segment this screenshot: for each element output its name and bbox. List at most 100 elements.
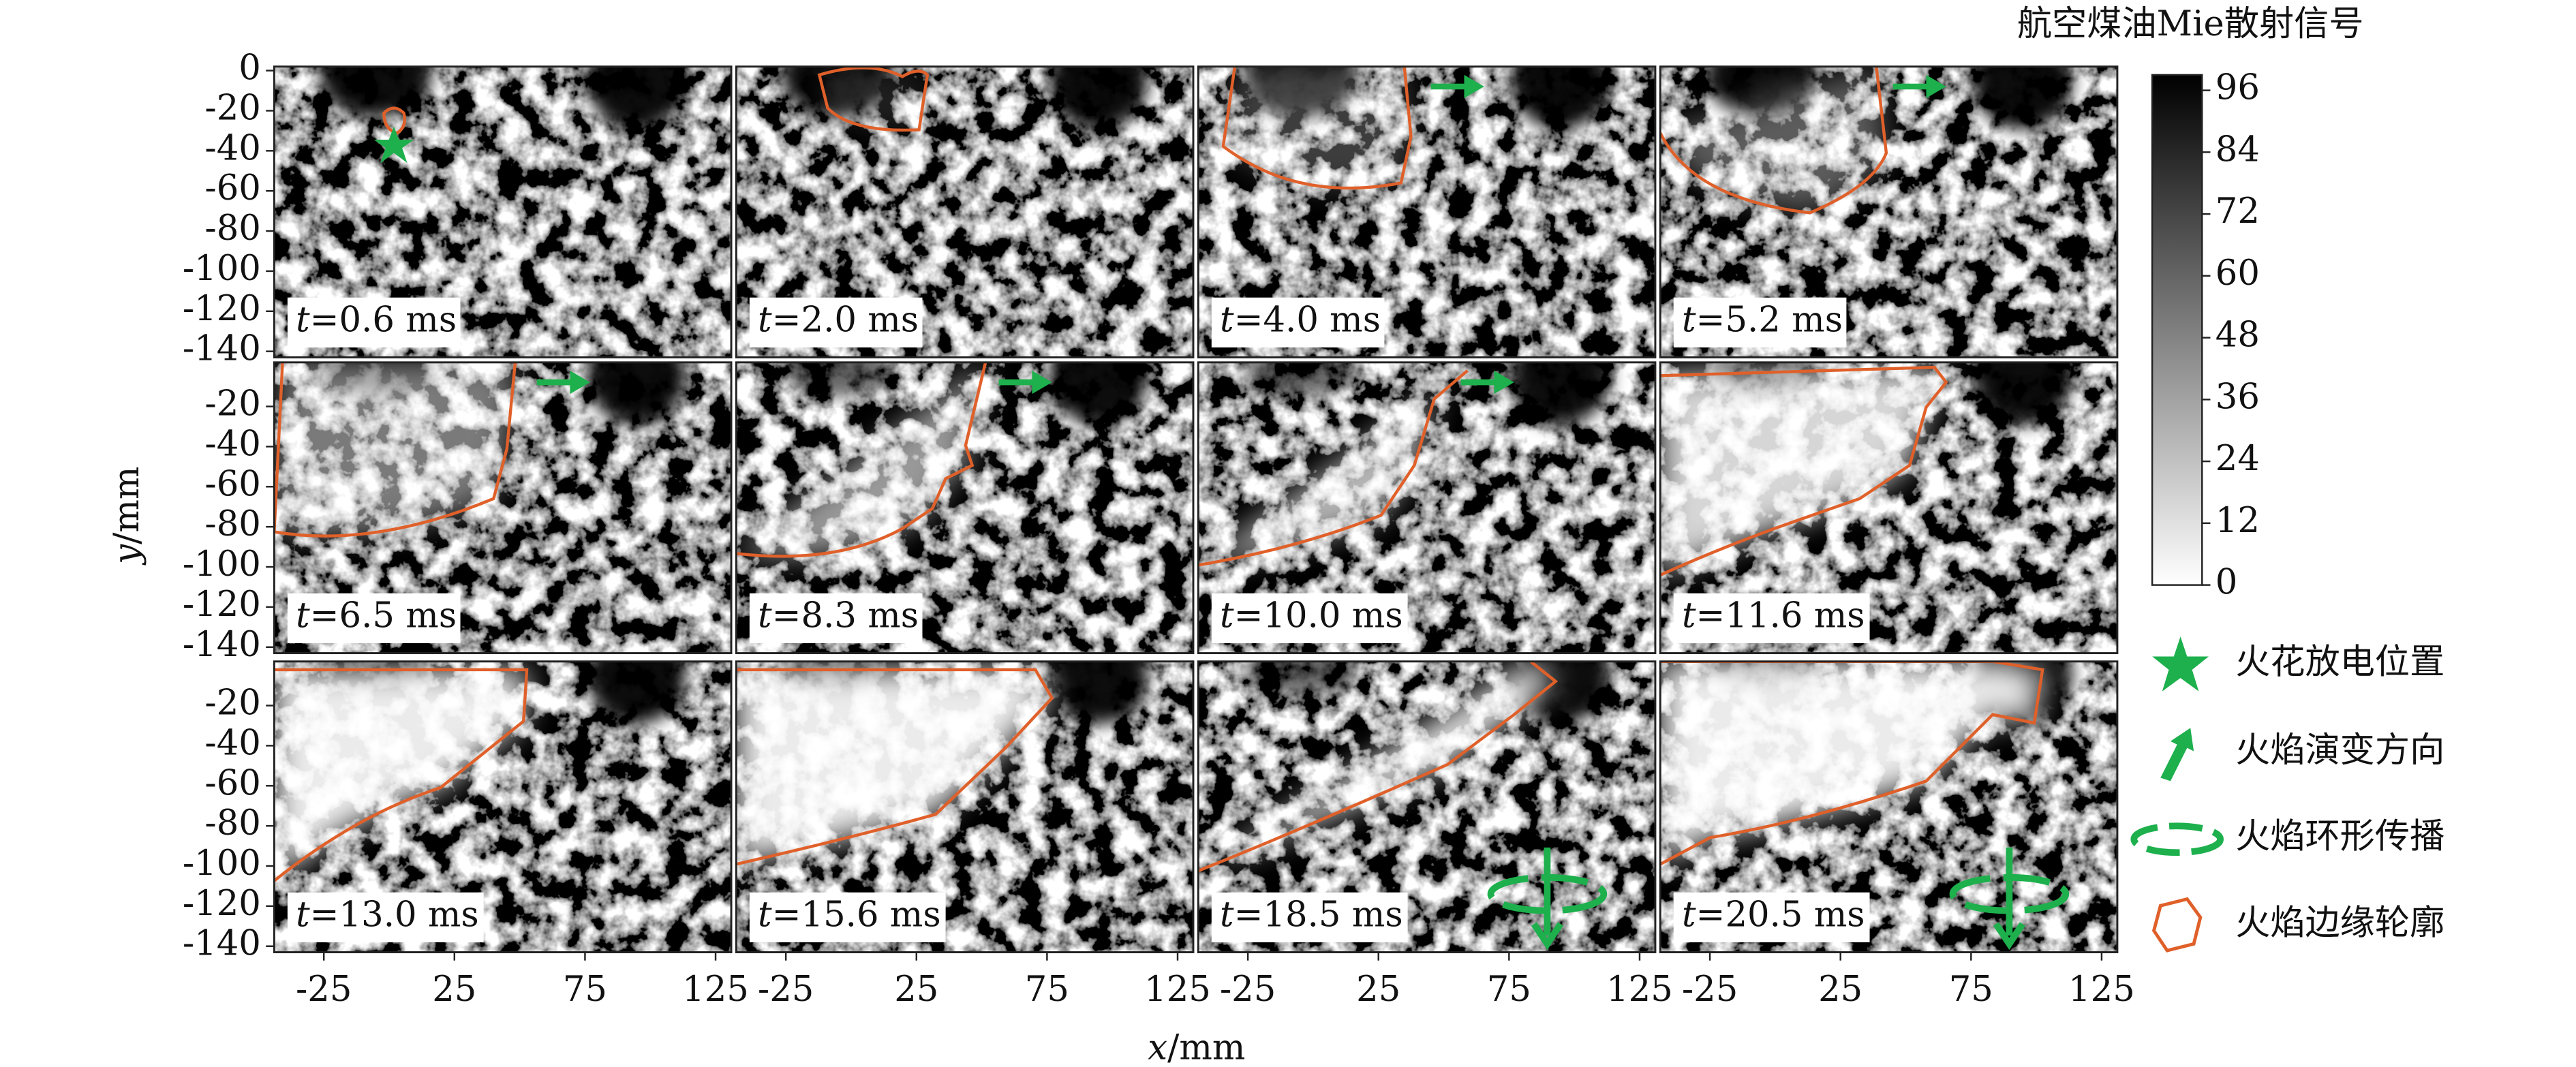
flame-contour (817, 66, 930, 132)
time-label: t=13.0 ms (296, 894, 479, 935)
panel-frame (1659, 361, 2119, 655)
x-tick-label: -25 (758, 969, 814, 1010)
burned-region (1198, 661, 1556, 871)
fuel-plume (586, 66, 687, 130)
y-axis-unit: /mm (106, 467, 147, 544)
flame-contour (1660, 661, 2044, 866)
x-tick-label: 125 (682, 969, 749, 1010)
y-tick-label: -100 (183, 843, 261, 884)
time-box (1211, 593, 1408, 643)
x-tick-label: 25 (432, 969, 476, 1010)
time-var: t (758, 894, 772, 935)
time-var: t (1220, 894, 1234, 935)
flame-contour (736, 362, 987, 558)
time-label: t=4.0 ms (1220, 299, 1381, 340)
legend-star (2152, 636, 2209, 692)
legend-contour (2151, 897, 2203, 953)
panel-frame (273, 65, 733, 358)
time-label: t=10.0 ms (1220, 595, 1403, 636)
direction-arrow-head (1926, 74, 1946, 99)
flame-contour (1198, 661, 1559, 873)
y-tick-label: -60 (204, 762, 260, 803)
x-tick-label: 125 (2068, 969, 2135, 1010)
time-label: t=6.5 ms (296, 595, 457, 636)
time-box (749, 297, 923, 347)
panel-frame (273, 361, 733, 655)
y-tick-label: -20 (204, 87, 260, 128)
fuel-plume (1048, 362, 1149, 426)
time-box (749, 892, 946, 942)
x-tick-label: 125 (1144, 969, 1211, 1010)
time-var: t (758, 299, 772, 340)
x-tick-label: -25 (296, 969, 352, 1010)
panel (1660, 66, 2117, 358)
flame-contour (1221, 66, 1413, 190)
time-value: =5.2 ms (1696, 299, 1843, 340)
time-label: t=15.6 ms (758, 894, 941, 935)
burned-region (1660, 66, 1886, 213)
time-value: =0.6 ms (310, 299, 457, 340)
colorbar-tick-label: 48 (2215, 315, 2260, 356)
panel-frame (1197, 65, 1657, 358)
burned-region (1660, 661, 2043, 865)
flame-contour (1660, 365, 1948, 576)
panel (274, 661, 732, 953)
y-tick-label: -60 (204, 463, 260, 504)
colorbar-tick-label: 96 (2215, 67, 2260, 108)
y-tick-label: -100 (183, 544, 261, 585)
time-label: t=18.5 ms (1220, 894, 1403, 935)
fuel-plume (781, 362, 895, 398)
y-tick-label: -20 (204, 683, 260, 724)
x-tick-label: 125 (1606, 969, 1673, 1010)
time-value: =2.0 ms (772, 299, 919, 340)
y-tick-label: -60 (204, 168, 260, 208)
x-axis-label: x/mm (1148, 1027, 1245, 1067)
fuel-plume (1972, 362, 2073, 426)
burned-region (1660, 367, 1946, 575)
time-box (1673, 297, 1847, 347)
x-tick-label: 75 (563, 969, 607, 1010)
burned-region (1223, 66, 1411, 188)
flame-contour (1198, 369, 1469, 567)
time-box (287, 892, 484, 942)
time-box (1673, 593, 1870, 643)
y-tick-label: 0 (239, 48, 261, 89)
time-value: =6.5 ms (310, 595, 457, 636)
x-axis-unit: /mm (1167, 1027, 1245, 1067)
time-value: =4.0 ms (1234, 299, 1381, 340)
y-tick-label: -120 (183, 883, 261, 924)
time-var: t (296, 894, 310, 935)
ring-axis (1993, 847, 2025, 950)
flame-contour (382, 106, 407, 135)
time-var: t (296, 299, 310, 340)
fuel-plume (1048, 66, 1149, 130)
time-box (1211, 297, 1385, 347)
legend-arrow (2160, 728, 2194, 782)
flame-contour (274, 362, 517, 538)
fuel-plume (1510, 362, 1611, 426)
burned-region (819, 67, 927, 130)
panel-frame (1659, 660, 2119, 954)
legend-label: 火焰演变方向 (2235, 730, 2444, 771)
y-tick-label: -40 (204, 423, 260, 464)
y-tick-label: -40 (204, 722, 260, 763)
legend-label: 火焰环形传播 (2235, 816, 2444, 857)
time-box (1673, 892, 1870, 942)
panel-frame (735, 660, 1195, 954)
time-label: t=11.6 ms (1682, 595, 1865, 636)
direction-arrow-head (1464, 74, 1484, 99)
colorbar-tick-label: 36 (2215, 376, 2260, 417)
x-tick-label: 75 (1487, 969, 1531, 1010)
x-tick-label: 25 (1356, 969, 1400, 1010)
time-var: t (1682, 299, 1696, 340)
ring-axis (1531, 847, 1564, 950)
time-value: =11.6 ms (1696, 595, 1865, 636)
colorbar (2151, 74, 2203, 586)
y-tick-label: -20 (204, 384, 260, 424)
panel-frame (1197, 361, 1657, 655)
x-tick-label: 25 (894, 969, 938, 1010)
time-box (1211, 892, 1408, 942)
x-tick-label: -25 (1220, 969, 1276, 1010)
y-tick-label: -140 (183, 923, 261, 964)
